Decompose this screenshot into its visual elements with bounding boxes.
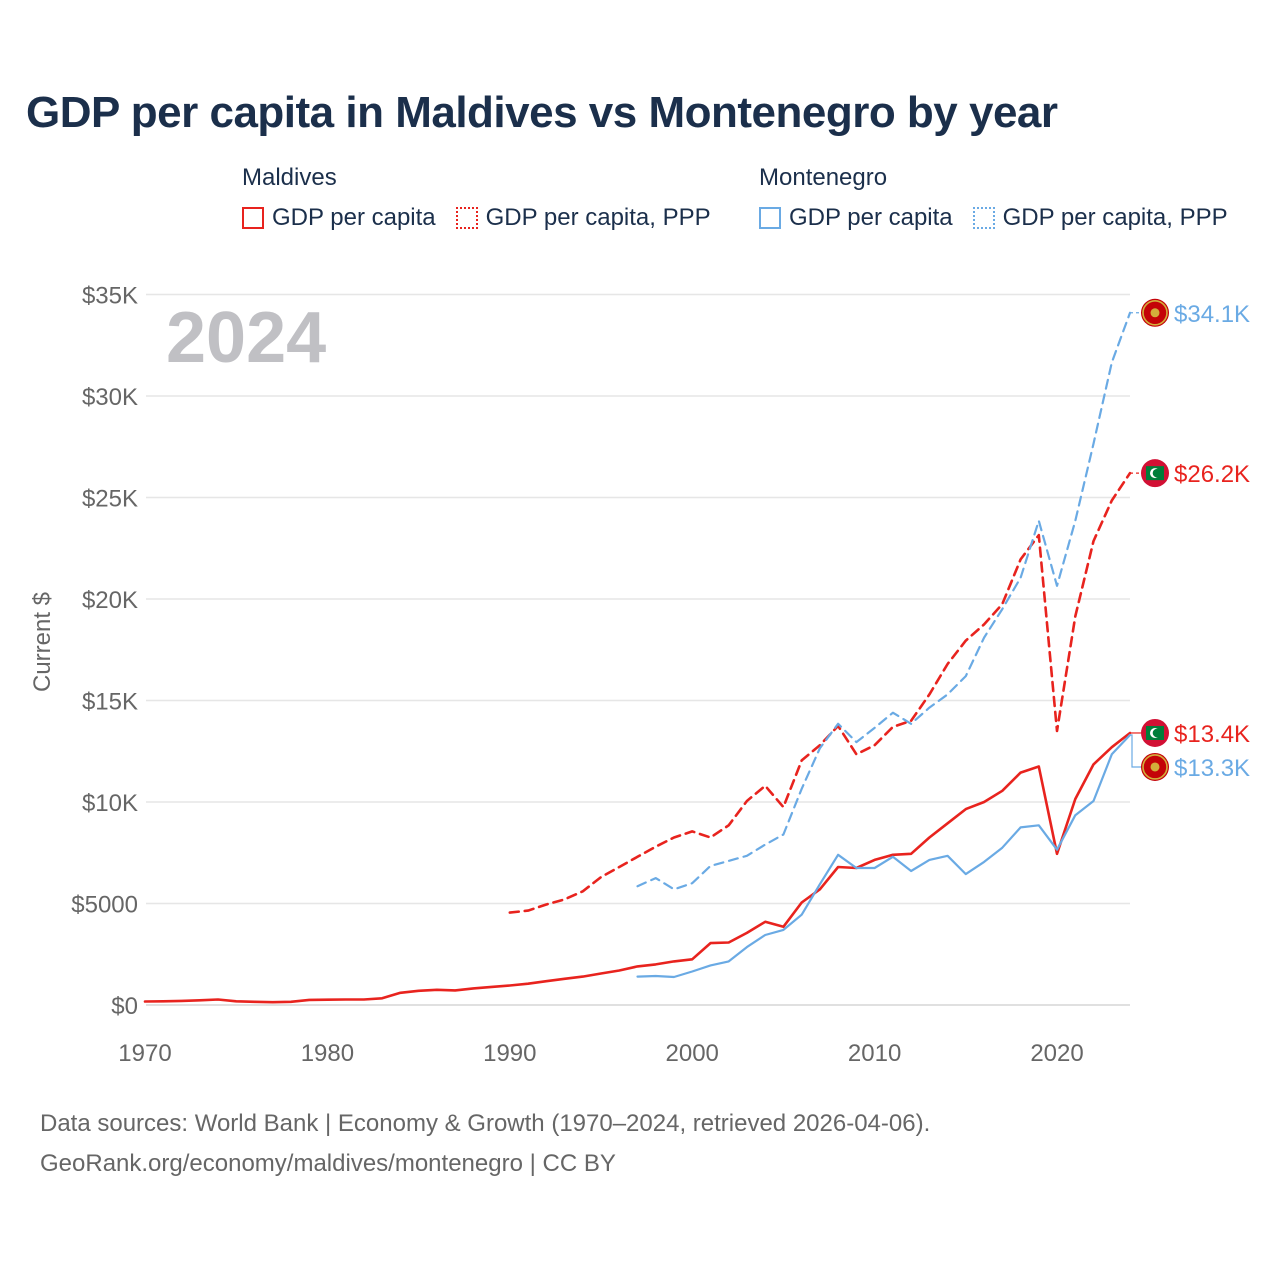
series-line-maldives-ppp [508, 471, 1132, 914]
y-tick-label: $35K [82, 283, 138, 310]
y-axis-title: Current $ [29, 592, 56, 692]
legend-item-maldives-ppp[interactable]: GDP per capita, PPP [455, 204, 711, 232]
footer: Data sources: World Bank | Economy & Gro… [40, 1104, 930, 1184]
series-line-maldives-gdp [143, 731, 1132, 1004]
y-tick-label: $20K [82, 587, 138, 614]
footer-sources: Data sources: World Bank | Economy & Gro… [40, 1110, 931, 1137]
y-tick-label: $15K [82, 689, 138, 716]
end-value-label: $13.4K [1174, 721, 1250, 748]
legend-item-montenegro-ppp[interactable]: GDP per capita, PPP [972, 204, 1228, 232]
x-tick-label: 1980 [301, 1040, 354, 1067]
legend-group-maldives: Maldives GDP per capita GDP per capita, … [242, 162, 731, 232]
montenegro-flag-icon [1141, 752, 1169, 781]
series-layer [143, 311, 1132, 1004]
series-line-montenegro-gdp [636, 733, 1132, 979]
legend-country-maldives: Maldives [242, 164, 337, 191]
legend-swatch-dotted-icon [455, 207, 478, 229]
flag-border [1142, 754, 1168, 780]
legend-item-montenegro-gdp[interactable]: GDP per capita [759, 204, 953, 232]
x-tick-label: 2010 [848, 1040, 901, 1067]
chart-title: GDP per capita in Maldives vs Montenegro… [26, 88, 1058, 137]
montenegro-flag-icon [1141, 298, 1169, 327]
crescent-inner [1152, 728, 1162, 738]
legend-item-maldives-gdp[interactable]: GDP per capita [242, 204, 436, 232]
series-line-montenegro-ppp [636, 311, 1132, 891]
end-value-label: $26.2K [1174, 461, 1250, 488]
legend-label: GDP per capita, PPP [1002, 204, 1228, 231]
legend-swatch-solid-icon [242, 207, 264, 229]
legend-swatch-dotted-icon [972, 207, 995, 229]
legend-label: GDP per capita, PPP [485, 204, 711, 231]
year-watermark: 2024 [166, 298, 326, 378]
legend-swatch-solid-icon [759, 207, 781, 229]
x-tick-label: 2020 [1030, 1040, 1083, 1067]
x-tick-label: 2000 [666, 1040, 719, 1067]
footer-attribution: GeoRank.org/economy/maldives/montenegro … [40, 1150, 616, 1177]
grid: $0 $5000 $10K $15K $20K $25K $30K $35K 1970 1980 1… [71, 283, 1130, 1067]
legend-label: GDP per capita [272, 204, 436, 231]
coat-of-arms [1150, 308, 1160, 318]
x-tick-label: 1990 [483, 1040, 536, 1067]
legend-country-montenegro: Montenegro [759, 164, 888, 191]
end-labels: $34.1K $26.2K $13.4K $13.3K [1130, 298, 1250, 782]
y-tick-label: $0 [111, 993, 138, 1020]
y-tick-label: $25K [82, 486, 138, 513]
legend-label: GDP per capita [789, 204, 953, 231]
coat-of-arms [1150, 762, 1160, 772]
maldives-flag-icon [1141, 718, 1169, 747]
y-tick-label: $5000 [71, 892, 138, 919]
y-tick-label: $30K [82, 384, 138, 411]
end-value-label: $13.3K [1174, 755, 1250, 782]
legend-group-montenegro: Montenegro GDP per capita GDP per capita… [759, 162, 1248, 232]
flag-border [1142, 299, 1168, 326]
y-tick-label: $10K [82, 790, 138, 817]
x-tick-label: 1970 [118, 1040, 171, 1067]
leader-line [1130, 734, 1141, 768]
crescent-inner [1152, 468, 1162, 478]
maldives-flag-icon [1141, 459, 1169, 488]
end-value-label: $34.1K [1174, 301, 1250, 328]
